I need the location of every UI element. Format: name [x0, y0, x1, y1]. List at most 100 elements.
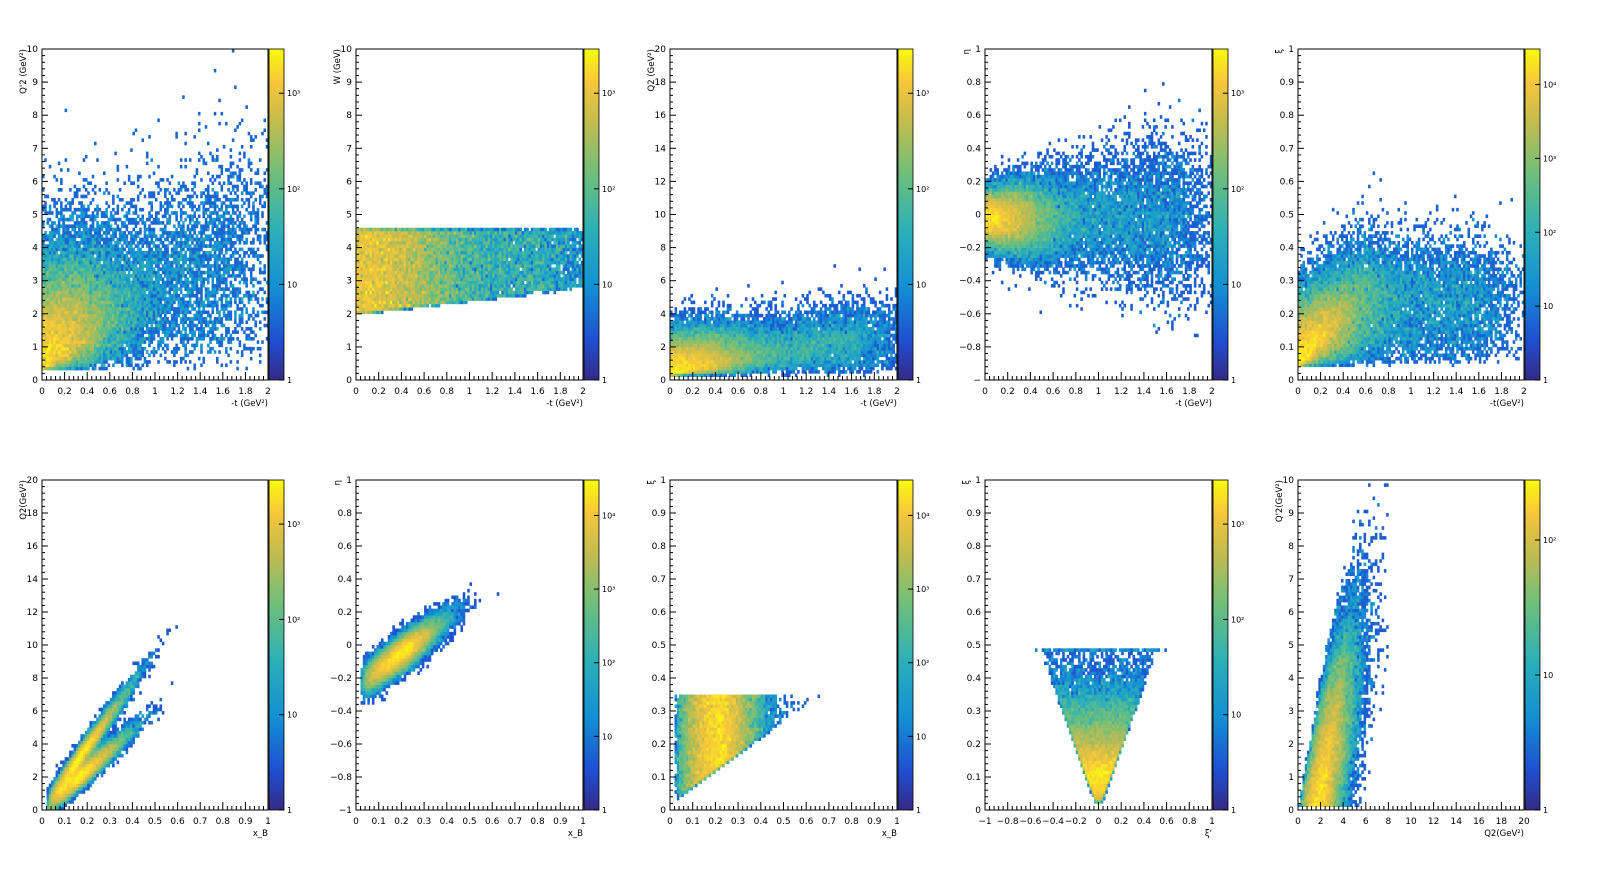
- heatmap-cell: [83, 354, 86, 358]
- heatmap-cell: [542, 291, 545, 295]
- heatmap-cell: [141, 188, 144, 192]
- heatmap-cell: [94, 324, 97, 328]
- heatmap-cell: [135, 327, 138, 331]
- heatmap-cell: [76, 281, 79, 285]
- heatmap-cell: [184, 267, 187, 271]
- heatmap-cell: [519, 281, 522, 285]
- heatmap-cell: [80, 215, 83, 219]
- heatmap-cell: [218, 241, 221, 245]
- heatmap-cell: [533, 284, 536, 288]
- heatmap-cell: [47, 307, 50, 311]
- heatmap-cell: [47, 284, 50, 288]
- heatmap-cell: [547, 284, 550, 288]
- heatmap-cell: [236, 238, 239, 242]
- heatmap-cell: [257, 297, 260, 301]
- heatmap-cell: [103, 267, 106, 271]
- heatmap-cell: [121, 334, 124, 338]
- heatmap-cell: [83, 185, 86, 189]
- heatmap-cell: [234, 248, 237, 252]
- heatmap-cell: [83, 301, 86, 305]
- heatmap-cell: [87, 320, 90, 324]
- heatmap-cell: [438, 271, 441, 275]
- heatmap-cell: [239, 175, 242, 179]
- heatmap-cell: [69, 360, 72, 364]
- heatmap-cell: [223, 195, 226, 199]
- heatmap-cell: [173, 310, 176, 314]
- heatmap-cell: [137, 330, 140, 334]
- heatmap-cell: [44, 254, 47, 258]
- heatmap-cell: [227, 330, 230, 334]
- heatmap-cell: [230, 297, 233, 301]
- heatmap-cell: [370, 291, 373, 295]
- heatmap-cell: [92, 281, 95, 285]
- heatmap-cell: [44, 360, 47, 364]
- heatmap-cell: [560, 284, 563, 288]
- y-tick-label: 6: [32, 177, 38, 187]
- heatmap-cell: [117, 287, 120, 291]
- heatmap-cell: [60, 274, 63, 278]
- heatmap-cell: [67, 201, 70, 205]
- heatmap-cell: [126, 363, 129, 367]
- heatmap-cell: [252, 248, 255, 252]
- heatmap-cell: [216, 228, 219, 232]
- heatmap-cell: [236, 125, 239, 129]
- heatmap-cell: [372, 281, 375, 285]
- heatmap-cell: [239, 307, 242, 311]
- heatmap-cell: [89, 271, 92, 275]
- heatmap-cell: [150, 320, 153, 324]
- heatmap-cell: [540, 284, 543, 288]
- heatmap-cell: [187, 234, 190, 238]
- heatmap-cell: [49, 317, 52, 321]
- heatmap-cell: [47, 337, 50, 341]
- heatmap-cell: [390, 301, 393, 305]
- heatmap-cell: [139, 264, 142, 268]
- colorbar-label: 10: [287, 280, 297, 289]
- heatmap-cell: [202, 304, 205, 308]
- heatmap-cell: [198, 277, 201, 281]
- heatmap-cell: [184, 287, 187, 291]
- heatmap-cell: [221, 238, 224, 242]
- heatmap-cell: [178, 294, 181, 298]
- heatmap-cell: [236, 330, 239, 334]
- heatmap-cell: [415, 297, 418, 301]
- heatmap-cell: [87, 228, 90, 232]
- heatmap-cell: [141, 251, 144, 255]
- heatmap-cell: [160, 208, 163, 212]
- heatmap-cell: [53, 330, 56, 334]
- heatmap-cell: [49, 354, 52, 358]
- heatmap-cell: [245, 228, 248, 232]
- heatmap-cell: [112, 354, 115, 358]
- heatmap-cell: [126, 360, 129, 364]
- heatmap-cell: [96, 238, 99, 242]
- heatmap-cell: [47, 281, 50, 285]
- heatmap-cell: [467, 291, 470, 295]
- heatmap-cell: [114, 258, 117, 262]
- heatmap-cell: [78, 314, 81, 318]
- heatmap-cell: [189, 301, 192, 305]
- heatmap-cell: [99, 340, 102, 344]
- heatmap-cell: [110, 261, 113, 265]
- heatmap-cell: [49, 231, 52, 235]
- heatmap-cell: [103, 324, 106, 328]
- heatmap-cell: [110, 327, 113, 331]
- heatmap-cell: [178, 221, 181, 225]
- heatmap-cell: [139, 347, 142, 351]
- heatmap-cell: [223, 244, 226, 248]
- heatmap-cell: [69, 231, 72, 235]
- heatmap-cell: [108, 334, 111, 338]
- heatmap-cell: [94, 277, 97, 281]
- heatmap-cell: [94, 310, 97, 314]
- heatmap-cell: [92, 274, 95, 278]
- heatmap-cell: [263, 310, 266, 314]
- heatmap-cell: [80, 360, 83, 364]
- y-tick-label: 7: [32, 144, 38, 154]
- heatmap-cell: [574, 284, 577, 288]
- heatmap-cell: [508, 294, 511, 298]
- heatmap-cell: [367, 297, 370, 301]
- heatmap-cell: [202, 201, 205, 205]
- heatmap-cell: [87, 291, 90, 295]
- heatmap-cell: [47, 297, 50, 301]
- heatmap-cell: [60, 244, 63, 248]
- heatmap-cell: [103, 261, 106, 265]
- heatmap-cell: [162, 178, 165, 182]
